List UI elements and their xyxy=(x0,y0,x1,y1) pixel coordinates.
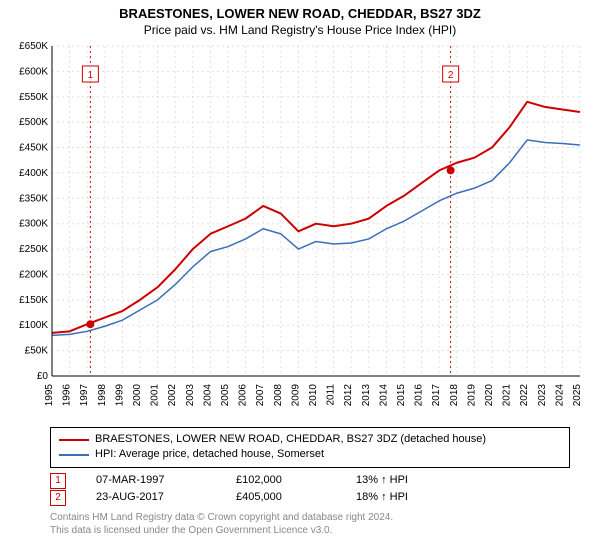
sale-label-num: 1 xyxy=(88,70,94,81)
footnote-line1: Contains HM Land Registry data © Crown c… xyxy=(50,511,570,524)
x-tick-label: 2019 xyxy=(466,384,477,407)
chart-area: £0 £50K £100K £150K £200K £250K £300K £350K £400… xyxy=(10,41,590,421)
y-tick-label: £200K xyxy=(19,269,48,280)
x-tick-label: 2016 xyxy=(414,384,425,407)
x-tick-label: 2015 xyxy=(396,384,407,407)
x-tick-label: 2025 xyxy=(572,384,583,407)
x-tick-label: 2013 xyxy=(361,384,372,407)
x-tick-label: 2005 xyxy=(220,384,231,407)
legend-row: BRAESTONES, LOWER NEW ROAD, CHEDDAR, BS2… xyxy=(59,432,561,447)
sale-point xyxy=(86,320,94,328)
x-tick-label: 1996 xyxy=(62,384,73,407)
chart-title-subtitle: Price paid vs. HM Land Registry's House … xyxy=(0,21,600,41)
x-tick-label: 1997 xyxy=(79,384,90,407)
x-tick-label: 1995 xyxy=(44,384,55,407)
sale-date: 23-AUG-2017 xyxy=(96,489,206,507)
sale-row: 2 23-AUG-2017 £405,000 18% ↑ HPI xyxy=(50,489,570,507)
x-tick-label: 2003 xyxy=(185,384,196,407)
x-tick-label: 2007 xyxy=(255,384,266,407)
footnote: Contains HM Land Registry data © Crown c… xyxy=(50,511,570,537)
x-tick-label: 2008 xyxy=(273,384,284,407)
y-tick-label: £550K xyxy=(19,92,48,103)
x-tick-label: 2018 xyxy=(449,384,460,407)
x-tick-label: 1998 xyxy=(97,384,108,407)
y-tick-label: £450K xyxy=(19,143,48,154)
sale-marker-box: 1 xyxy=(50,473,66,489)
x-tick-label: 2001 xyxy=(150,384,161,407)
y-tick-label: £0 xyxy=(37,371,49,382)
x-tick-label: 2017 xyxy=(431,384,442,407)
x-tick-label: 2009 xyxy=(290,384,301,407)
y-tick-label: £600K xyxy=(19,66,48,77)
chart-title-address: BRAESTONES, LOWER NEW ROAD, CHEDDAR, BS2… xyxy=(0,0,600,21)
legend-label: HPI: Average price, detached house, Some… xyxy=(95,447,324,462)
sale-table: 1 07-MAR-1997 £102,000 13% ↑ HPI 2 23-AUG-201… xyxy=(50,472,570,507)
x-tick-label: 2002 xyxy=(167,384,178,407)
footnote-line2: This data is licensed under the Open Gov… xyxy=(50,524,570,537)
sale-marker-box: 2 xyxy=(50,490,66,506)
x-tick-label: 2012 xyxy=(343,384,354,407)
y-tick-label: £100K xyxy=(19,320,48,331)
x-tick-label: 2014 xyxy=(378,384,389,407)
x-tick-label: 2024 xyxy=(554,384,565,407)
legend-swatch xyxy=(59,454,89,456)
x-tick-label: 2022 xyxy=(519,384,530,407)
sale-delta: 18% ↑ HPI xyxy=(356,489,408,507)
legend-swatch xyxy=(59,439,89,441)
sale-date: 07-MAR-1997 xyxy=(96,472,206,490)
sale-price: £102,000 xyxy=(236,472,326,490)
sale-price: £405,000 xyxy=(236,489,326,507)
y-tick-label: £400K xyxy=(19,168,48,179)
x-tick-label: 2000 xyxy=(132,384,143,407)
sale-row: 1 07-MAR-1997 £102,000 13% ↑ HPI xyxy=(50,472,570,490)
sale-point xyxy=(447,166,455,174)
y-tick-label: £150K xyxy=(19,295,48,306)
x-tick-label: 2020 xyxy=(484,384,495,407)
y-tick-label: £650K xyxy=(19,41,48,52)
y-tick-label: £50K xyxy=(25,346,49,357)
sale-delta: 13% ↑ HPI xyxy=(356,472,408,490)
x-tick-label: 2021 xyxy=(502,384,513,407)
sale-label-num: 2 xyxy=(448,70,454,81)
x-tick-label: 2023 xyxy=(537,384,548,407)
y-tick-label: £500K xyxy=(19,117,48,128)
chart-svg: £0 £50K £100K £150K £200K £250K £300K £350K £400… xyxy=(10,41,590,421)
x-tick-label: 1999 xyxy=(114,384,125,407)
y-tick-label: £300K xyxy=(19,219,48,230)
x-tick-label: 2004 xyxy=(202,384,213,407)
y-tick-label: £250K xyxy=(19,244,48,255)
x-tick-label: 2010 xyxy=(308,384,319,407)
x-tick-label: 2011 xyxy=(326,384,337,406)
legend-label: BRAESTONES, LOWER NEW ROAD, CHEDDAR, BS2… xyxy=(95,432,486,447)
page-container: BRAESTONES, LOWER NEW ROAD, CHEDDAR, BS2… xyxy=(0,0,600,560)
legend-box: BRAESTONES, LOWER NEW ROAD, CHEDDAR, BS2… xyxy=(50,427,570,468)
legend-row: HPI: Average price, detached house, Some… xyxy=(59,447,561,462)
x-tick-label: 2006 xyxy=(238,384,249,407)
y-tick-label: £350K xyxy=(19,193,48,204)
